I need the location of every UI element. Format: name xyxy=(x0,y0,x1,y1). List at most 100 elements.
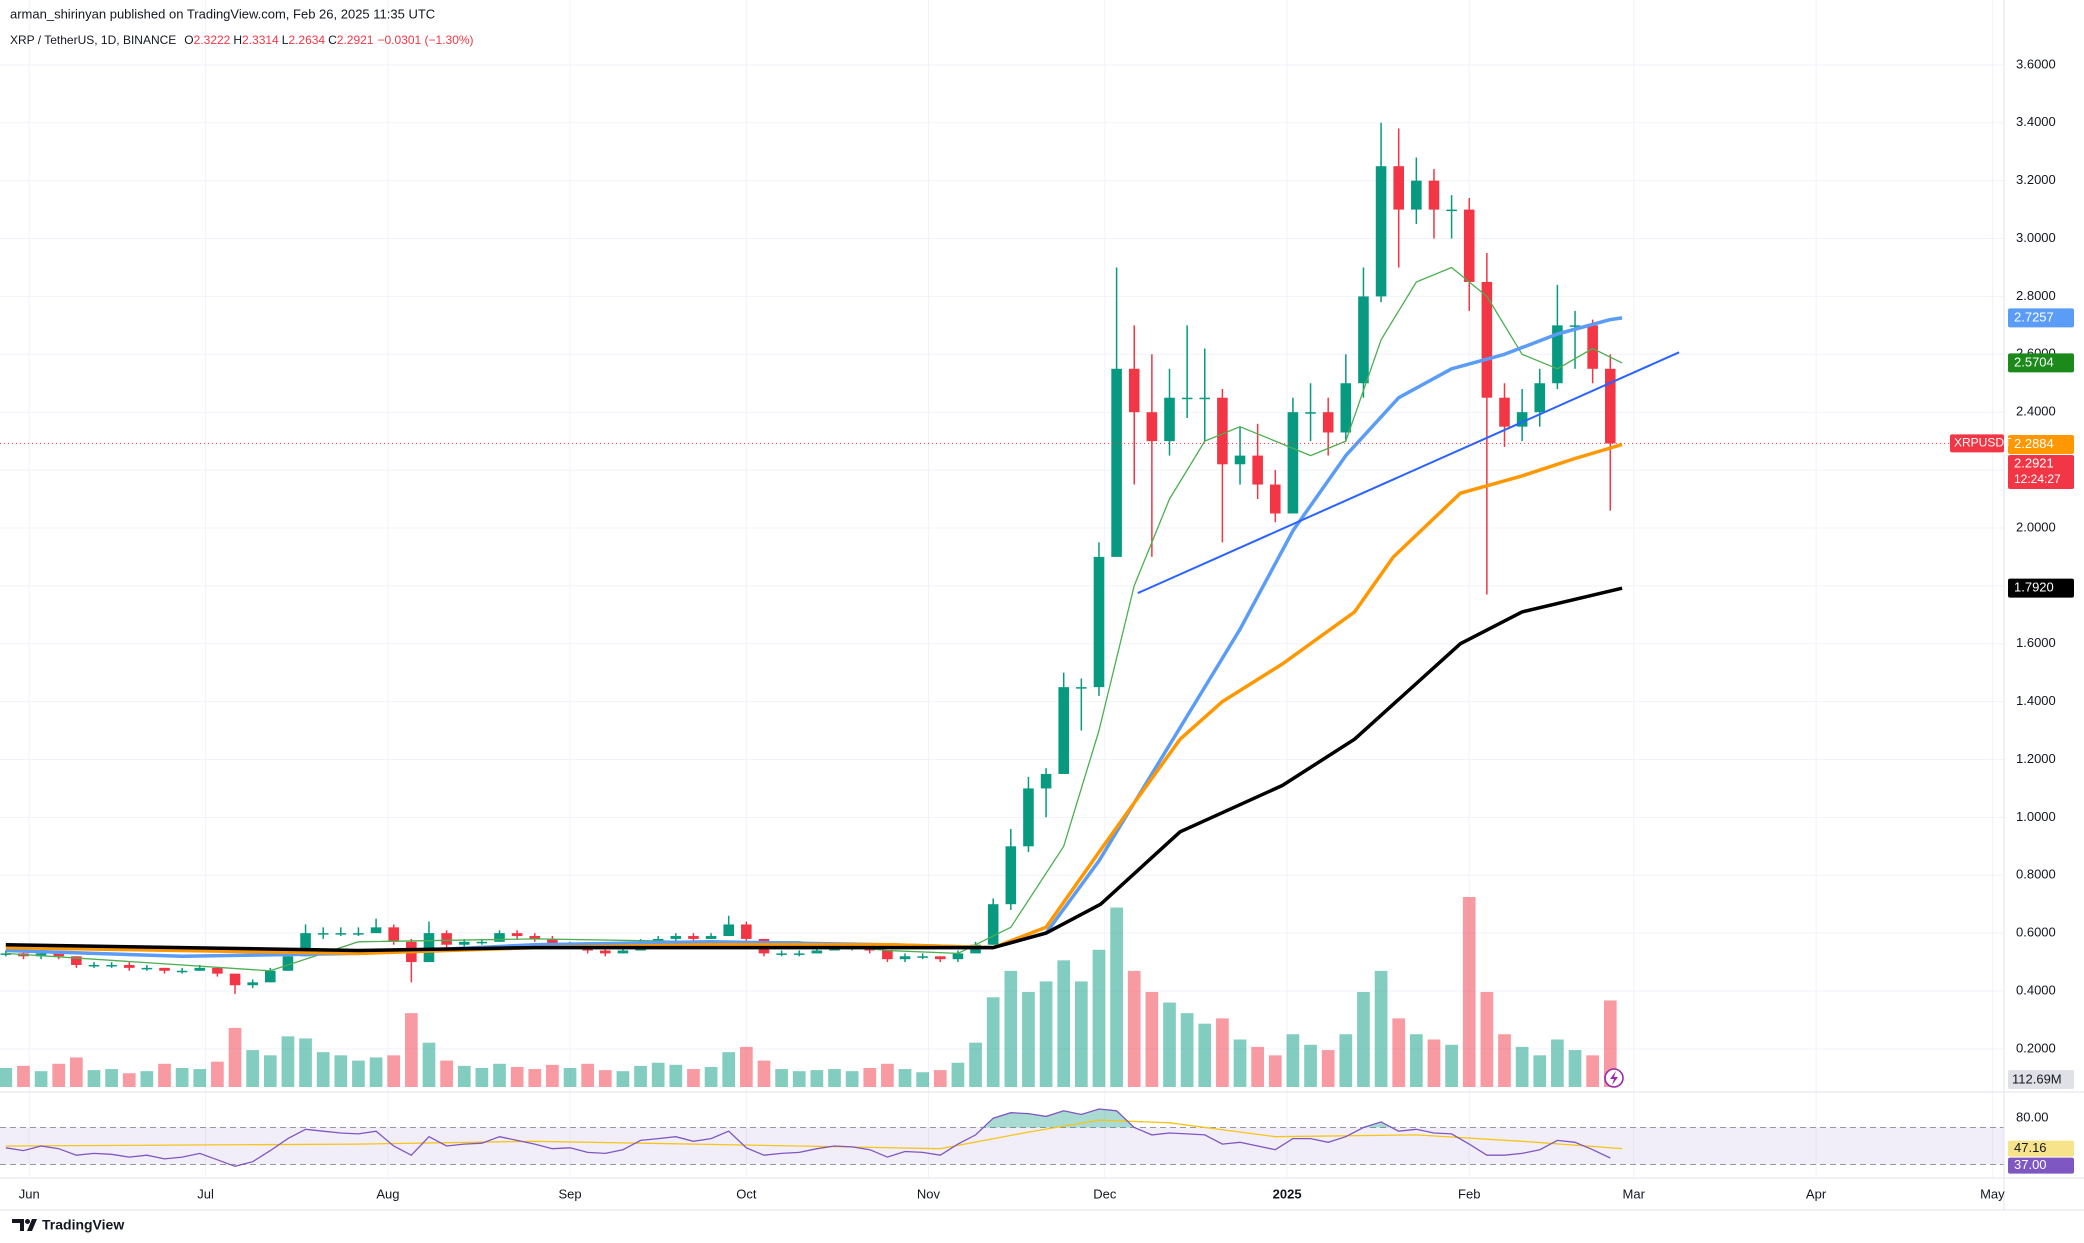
logo-t[interactable] xyxy=(12,1219,24,1231)
candle-body xyxy=(335,933,347,935)
candle-body xyxy=(1446,209,1457,212)
ma-price-tag: 2.2884 xyxy=(2014,436,2054,451)
symbol-tag-box xyxy=(1950,434,2004,453)
volume-layer xyxy=(0,897,1617,1087)
volume-bar xyxy=(1092,949,1106,1087)
volume-bar xyxy=(598,1070,612,1087)
candle-body xyxy=(1358,296,1369,384)
volume-bar xyxy=(404,1013,418,1087)
volume-bar xyxy=(457,1065,471,1087)
trendline xyxy=(1137,351,1680,595)
volume-bar xyxy=(105,1069,118,1087)
candle-body xyxy=(1093,556,1105,688)
moving-average-line xyxy=(5,586,1623,953)
candle-body xyxy=(987,904,999,945)
publisher-line: arman_shirinyan published on TradingView… xyxy=(10,6,435,21)
volume-bar xyxy=(1233,1039,1247,1087)
x-tick-label: Aug xyxy=(376,1186,399,1201)
volume-bar xyxy=(140,1071,154,1087)
volume-bar xyxy=(17,1065,30,1087)
volume-bar xyxy=(387,1055,401,1087)
volume-bar xyxy=(986,997,1000,1087)
volume-bar xyxy=(1321,1050,1335,1087)
y-tick-label: 2.4000 xyxy=(2016,404,2056,419)
x-tick-label: Jul xyxy=(197,1186,214,1201)
volume-bar xyxy=(722,1052,736,1087)
x-tick-label: Sep xyxy=(558,1186,581,1201)
alert-icon[interactable] xyxy=(1604,1068,1624,1088)
x-tick-label: Apr xyxy=(1806,1186,1827,1201)
volume-bar xyxy=(775,1069,788,1087)
candle-body xyxy=(688,936,699,939)
candle-body xyxy=(1428,180,1440,210)
volume-bar xyxy=(1374,970,1388,1087)
candle-body xyxy=(1552,325,1563,384)
candle-body xyxy=(71,956,82,965)
ohlc-value: 2.3222 xyxy=(194,33,231,47)
volume-bar xyxy=(845,1071,859,1087)
ohlc-key: H xyxy=(233,33,242,47)
volume-bar xyxy=(651,1062,665,1087)
volume-bar xyxy=(1251,1046,1265,1087)
rsi-tick-label: 80.00 xyxy=(2016,1110,2049,1125)
logo-v[interactable] xyxy=(27,1219,37,1231)
volume-bar xyxy=(87,1070,101,1087)
rsi-band-fill xyxy=(0,1127,2004,1165)
candle-body xyxy=(247,982,258,986)
volume-bar xyxy=(158,1063,171,1087)
x-tick-label: Oct xyxy=(736,1186,757,1201)
volume-bar xyxy=(1039,981,1053,1087)
candle-body xyxy=(1287,412,1299,514)
volume-bar xyxy=(510,1066,524,1087)
volume-bar xyxy=(1127,970,1141,1087)
last-price-tag-box xyxy=(2008,454,2074,489)
brand-name[interactable]: TradingView xyxy=(42,1217,124,1233)
volume-bar xyxy=(1339,1034,1353,1087)
volume-bar xyxy=(951,1062,965,1087)
candle-body xyxy=(476,941,488,944)
volume-bar xyxy=(369,1057,383,1087)
volume-bar xyxy=(122,1073,136,1087)
volume-bar xyxy=(933,1070,947,1087)
moving-average-line xyxy=(5,316,1623,959)
volume-bar xyxy=(493,1063,506,1087)
x-tick-label: 2025 xyxy=(1273,1186,1302,1201)
ohlc-value: 2.2634 xyxy=(288,33,325,47)
volume-bar xyxy=(969,1042,982,1087)
candle-body xyxy=(123,964,135,968)
candle-body xyxy=(1164,397,1175,442)
y-tick-label: 3.2000 xyxy=(2016,172,2056,187)
volume-bar xyxy=(1145,992,1159,1087)
candle-body xyxy=(494,933,505,942)
volume-bar xyxy=(1163,1002,1176,1087)
y-tick-label: 1.2000 xyxy=(2016,751,2056,766)
ohlc-key: L xyxy=(282,33,289,47)
volume-bar xyxy=(669,1064,683,1087)
volume-bar xyxy=(1568,1050,1582,1087)
volume-bar xyxy=(792,1071,806,1087)
candle-body xyxy=(952,953,964,960)
candle-body xyxy=(1252,455,1263,485)
grid-layer xyxy=(0,0,2004,1178)
last-price-tag: 2.2921 xyxy=(2014,455,2054,470)
candle-body xyxy=(1411,180,1422,210)
y-tick-label: 0.2000 xyxy=(2016,1040,2056,1055)
rsi-tag: 37.00 xyxy=(2014,1157,2047,1172)
alert-bolt[interactable] xyxy=(1610,1071,1618,1085)
candle-body xyxy=(776,953,787,955)
volume-bar xyxy=(898,1069,912,1087)
volume-bar xyxy=(1304,1044,1317,1087)
volume-bar xyxy=(0,1068,13,1087)
volume-bar xyxy=(34,1071,48,1087)
x-tick-label: Jun xyxy=(19,1186,40,1201)
y-tick-label: 2.0000 xyxy=(2016,519,2056,534)
volume-bar xyxy=(175,1068,189,1087)
candle-body xyxy=(1322,412,1334,433)
candle-body xyxy=(159,967,170,971)
brand-logo[interactable]: TradingView xyxy=(12,1217,124,1233)
candle-body xyxy=(1058,687,1069,774)
candle-body xyxy=(1587,325,1598,369)
logo-dot[interactable] xyxy=(25,1219,30,1224)
